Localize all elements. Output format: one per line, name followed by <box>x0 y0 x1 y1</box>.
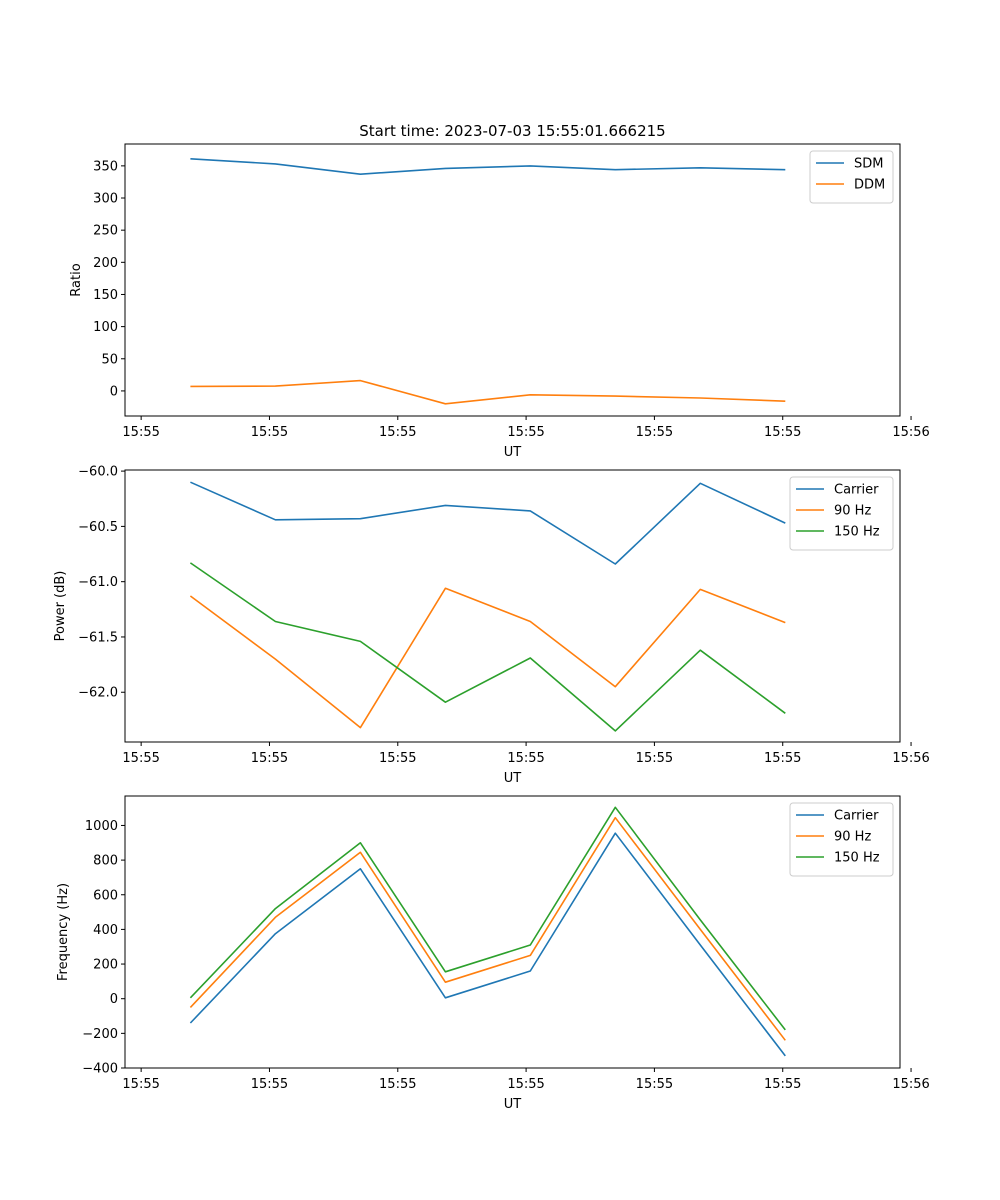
x-tick-label: 15:55 <box>636 425 673 440</box>
y-axis-label: Frequency (Hz) <box>56 883 71 981</box>
plot-area: −400 −200 0 200 400 600 800 1000 15:55 15:55 15:55… <box>82 795 930 1092</box>
legend-label: Carrier <box>834 809 879 824</box>
chart-title: Start time: 2023-07-03 15:55:01.666215 <box>359 122 665 140</box>
series-line-90-hz <box>189 816 786 1041</box>
legend: SDM DDM <box>809 150 894 204</box>
y-tick-label: −61.0 <box>78 575 118 590</box>
axes-frame <box>124 469 901 743</box>
y-tick-label: 150 <box>93 288 118 303</box>
legend: Carrier 90 Hz 150 Hz <box>789 476 894 551</box>
y-tick-label: 400 <box>93 923 118 938</box>
y-tick-label: 0 <box>110 384 118 399</box>
y-tick-label: 100 <box>93 320 118 335</box>
y-axis-label: Ratio <box>69 263 84 296</box>
series-line-ddm <box>190 379 786 405</box>
legend-label: 90 Hz <box>834 504 871 519</box>
y-tick-label: 200 <box>93 256 118 271</box>
y-tick-label: −61.5 <box>78 630 118 645</box>
x-tick-label: 15:55 <box>251 1077 288 1092</box>
y-axis-label: Power (dB) <box>53 571 68 642</box>
plot-area: 0 50 100 150 200 250 300 350 15:55 15:55 15:55 15:5… <box>93 143 930 440</box>
x-tick-label: 15:55 <box>636 1077 673 1092</box>
x-axis-label: UT <box>504 445 522 460</box>
x-tick-label: 15:55 <box>764 751 801 766</box>
x-tick-label: 15:55 <box>764 1077 801 1092</box>
y-tick-label: 50 <box>101 352 118 367</box>
panel-frequency: UT Frequency (Hz) −400 −200 0 200 400 600 800 1… <box>56 795 930 1112</box>
legend-label: 150 Hz <box>834 525 880 540</box>
legend-label: 90 Hz <box>834 830 871 845</box>
legend-label: SDM <box>854 157 883 172</box>
plot-area: −60.0 −60.5 −61.0 −61.5 −62.0 15:55 15:55 15:55… <box>78 465 930 766</box>
series-line-150-hz <box>189 806 786 1031</box>
x-tick-label: 15:55 <box>764 425 801 440</box>
y-tick-label: −60.0 <box>78 465 118 480</box>
y-tick-label: 600 <box>93 888 118 903</box>
series-line-150-hz <box>189 562 786 732</box>
series-line-90-hz <box>189 587 786 729</box>
y-tick-label: 350 <box>93 159 118 174</box>
legend-box <box>809 150 894 204</box>
x-tick-label: 15:55 <box>251 751 288 766</box>
y-tick-label: 200 <box>93 958 118 973</box>
y-tick-label: 1000 <box>85 819 118 834</box>
x-tick-label: 15:55 <box>507 425 544 440</box>
x-tick-label: 15:55 <box>636 751 673 766</box>
y-tick-label: −60.5 <box>78 520 118 535</box>
axes-frame <box>124 143 901 417</box>
y-tick-label: −62.0 <box>78 686 118 701</box>
x-tick-label: 15:56 <box>892 1077 929 1092</box>
y-tick-label: 250 <box>93 224 118 239</box>
series-line-carrier <box>190 481 786 565</box>
y-tick-label: −400 <box>82 1062 118 1077</box>
x-tick-label: 15:55 <box>379 751 416 766</box>
legend: Carrier 90 Hz 150 Hz <box>789 802 894 877</box>
panel-ratio: Start time: 2023-07-03 15:55:01.666215 U… <box>69 122 930 460</box>
y-tick-label: 300 <box>93 192 118 207</box>
x-tick-label: 15:55 <box>251 425 288 440</box>
series-line-carrier <box>189 832 786 1057</box>
x-tick-label: 15:55 <box>122 751 159 766</box>
legend-label: Carrier <box>834 483 879 498</box>
x-tick-label: 15:55 <box>507 1077 544 1092</box>
x-axis-label: UT <box>504 771 522 786</box>
x-tick-label: 15:55 <box>507 751 544 766</box>
x-tick-label: 15:56 <box>892 425 929 440</box>
x-tick-label: 15:55 <box>379 1077 416 1092</box>
series-line-sdm <box>190 158 786 175</box>
x-tick-label: 15:56 <box>892 751 929 766</box>
axes-frame <box>124 795 901 1069</box>
y-tick-label: 800 <box>93 854 118 869</box>
legend-label: 150 Hz <box>834 851 880 866</box>
x-tick-label: 15:55 <box>379 425 416 440</box>
legend-label: DDM <box>854 178 885 193</box>
x-axis-label: UT <box>504 1097 522 1112</box>
x-tick-label: 15:55 <box>122 425 159 440</box>
x-tick-label: 15:55 <box>122 1077 159 1092</box>
y-tick-label: −200 <box>82 1027 118 1042</box>
y-tick-label: 0 <box>110 992 118 1007</box>
panel-power: UT Power (dB) −60.0 −60.5 −61.0 −61.5 −62.0 1… <box>53 465 930 786</box>
